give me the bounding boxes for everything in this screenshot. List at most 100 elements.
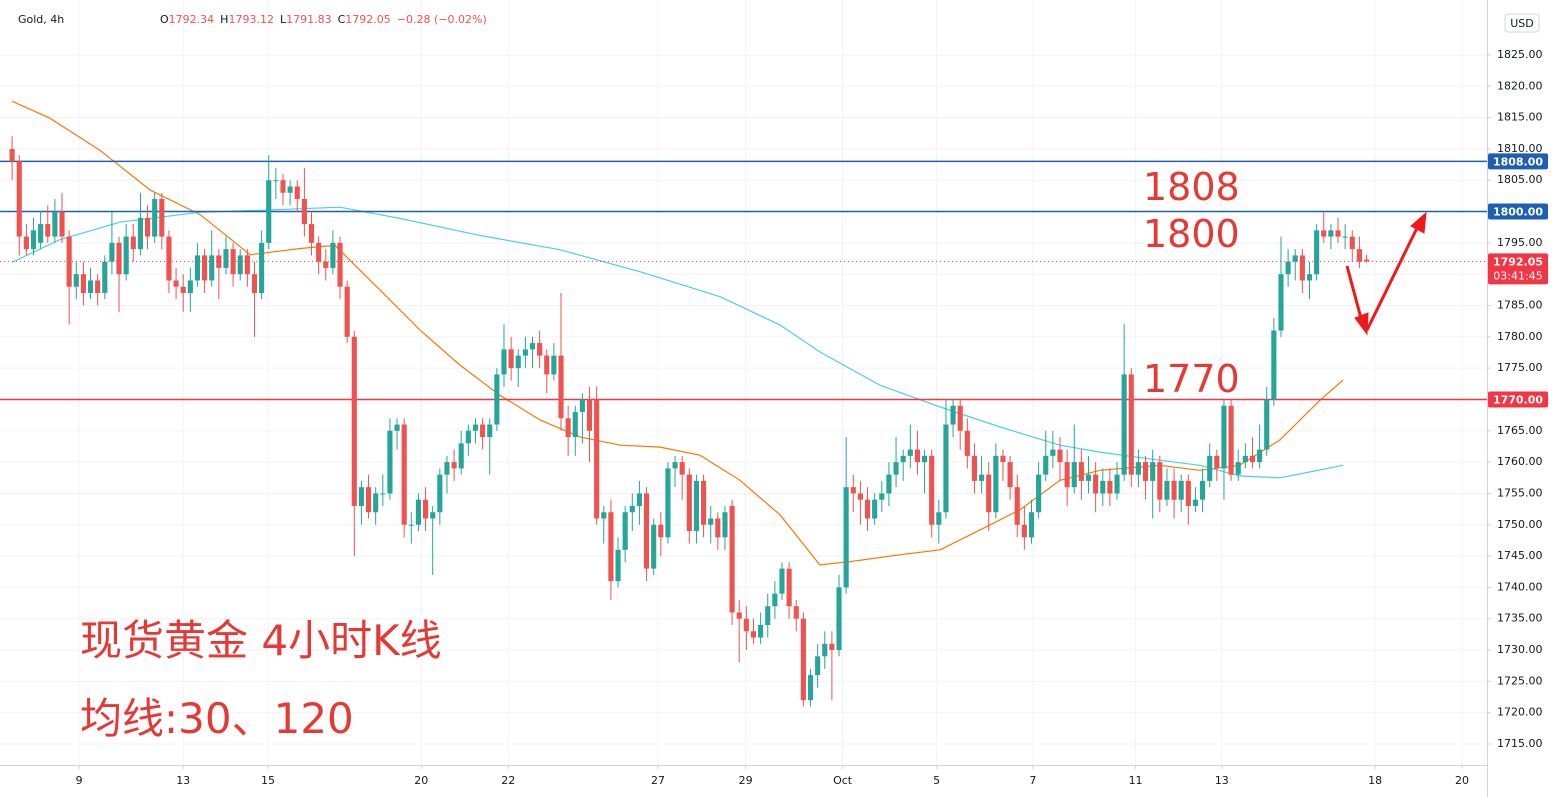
candle-body	[202, 255, 208, 281]
candle-body	[1335, 230, 1341, 237]
candle-body	[308, 224, 315, 243]
candle-body	[1057, 449, 1063, 463]
note: 现货黄金 4小时K线	[80, 616, 442, 665]
candle-body	[287, 186, 293, 193]
candle-body	[1007, 462, 1013, 488]
candle-body	[886, 474, 892, 494]
candle-body	[102, 261, 108, 293]
candle-body	[1257, 449, 1263, 463]
x-tick-label: 20	[414, 774, 428, 787]
candle-body	[515, 355, 521, 369]
candle-body	[736, 612, 742, 619]
candle-body	[144, 217, 151, 237]
candle-body	[1192, 499, 1199, 506]
x-tick-label: 18	[1368, 774, 1382, 787]
candle-body	[1121, 374, 1127, 475]
candle-body	[658, 524, 664, 538]
x-tick-label: Oct	[833, 774, 853, 787]
candle-body	[187, 280, 193, 293]
candle-body	[750, 631, 757, 638]
x-tick-label: 22	[501, 774, 515, 787]
y-tick-label: 1780.00	[1497, 330, 1543, 343]
candle-body	[907, 449, 913, 456]
y-tick-label: 1720.00	[1497, 706, 1543, 719]
candle-body	[380, 493, 386, 495]
candle-body	[793, 606, 799, 619]
candle-body	[665, 468, 671, 538]
candle-body	[1349, 236, 1355, 250]
candle-body	[159, 199, 165, 237]
ohlc: O1792.34 H1793.12 L1791.83 C1792.05 −0.28 (−…	[160, 13, 487, 26]
candle-body	[679, 462, 685, 475]
candle-body	[622, 512, 628, 550]
x-tick-label: 5	[933, 774, 940, 787]
level-tag	[1488, 153, 1548, 170]
candle-body	[1107, 480, 1113, 494]
x-tick-label: 15	[261, 774, 275, 787]
x-tick-label: 9	[76, 774, 83, 787]
candle-body	[701, 480, 707, 525]
y-tick-label: 1715.00	[1497, 737, 1543, 750]
candle-body	[914, 449, 921, 463]
candle-body	[986, 474, 992, 513]
candle-body	[586, 399, 593, 431]
candle-body	[921, 455, 928, 463]
candle-body	[1100, 480, 1106, 494]
candle-body	[137, 217, 143, 250]
currency[interactable]: USD	[1510, 17, 1534, 30]
candle-body	[765, 606, 771, 625]
candle-body	[822, 643, 828, 657]
candle-body	[1271, 330, 1277, 400]
candle-body	[1085, 474, 1092, 481]
candle-body	[358, 487, 364, 506]
candle-body	[636, 493, 642, 506]
ohlc-key: H	[220, 13, 228, 26]
candle-body	[237, 255, 243, 275]
candle-body	[879, 493, 885, 500]
candle-body	[1285, 261, 1291, 275]
candle-body	[594, 399, 600, 519]
currency-box[interactable]	[1504, 13, 1540, 33]
annotation: 1770	[1143, 357, 1240, 401]
candle-body	[16, 161, 22, 237]
y-tick-label: 1725.00	[1497, 674, 1543, 687]
candle-body	[1235, 462, 1241, 475]
candle-body	[872, 499, 878, 519]
candle-body	[273, 180, 279, 182]
candle-body	[772, 593, 778, 607]
ohlc-key: C	[338, 13, 346, 26]
candle-body	[1014, 487, 1020, 525]
candle-body	[373, 493, 379, 513]
candle-body	[729, 505, 735, 613]
candle-body	[365, 487, 372, 513]
level-tag-label: 1800.00	[1493, 206, 1543, 219]
candle-body	[579, 399, 585, 413]
y-tick-label: 1755.00	[1497, 486, 1543, 499]
candle-body	[266, 180, 272, 243]
candle-body	[330, 242, 336, 268]
candle-body	[1278, 274, 1284, 331]
last-price-tag	[1488, 253, 1548, 285]
candle-body	[786, 568, 792, 607]
candle-body	[387, 430, 393, 494]
candle-body	[465, 430, 471, 444]
candle-body	[401, 424, 407, 525]
y-tick-label: 1795.00	[1497, 236, 1543, 249]
candle-body	[686, 474, 692, 532]
candle-body	[230, 249, 236, 275]
candle-body	[950, 405, 956, 425]
candle-body	[223, 249, 229, 268]
candle-body	[850, 487, 856, 494]
candle-body	[480, 424, 486, 438]
y-tick-label: 1805.00	[1497, 173, 1543, 186]
y-tick-label: 1740.00	[1497, 580, 1543, 593]
candle-body	[558, 355, 564, 419]
candle-body	[109, 242, 115, 262]
candle-body	[544, 355, 550, 375]
candle-body	[629, 505, 635, 513]
candle-body	[1321, 230, 1327, 237]
candle-body	[943, 424, 949, 513]
candle-body	[800, 618, 806, 701]
candle-body	[615, 549, 621, 582]
